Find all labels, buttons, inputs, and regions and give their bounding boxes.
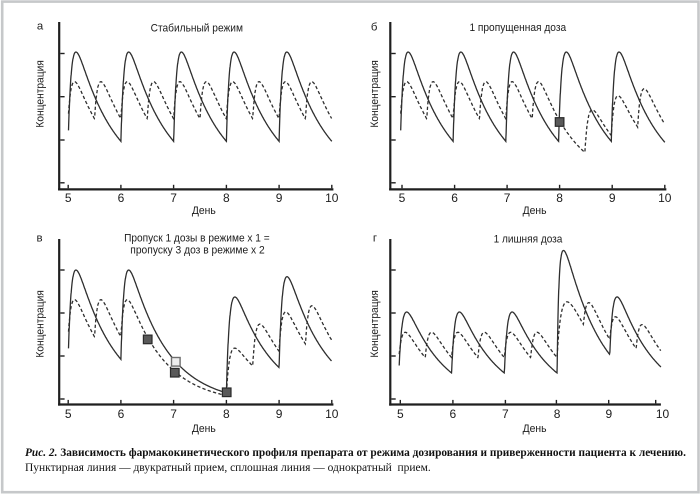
svg-text:5: 5: [397, 407, 404, 421]
svg-text:10: 10: [658, 191, 672, 205]
svg-text:6: 6: [451, 191, 458, 205]
svg-text:б: б: [371, 21, 378, 33]
svg-text:Пунктирная линия — двукратный: Пунктирная линия — двукратный прием, спл…: [25, 462, 431, 474]
svg-text:5: 5: [65, 407, 72, 421]
svg-text:Концентрация: Концентрация: [369, 60, 381, 127]
svg-text:5: 5: [65, 191, 72, 205]
svg-text:День: День: [523, 423, 547, 435]
svg-text:10: 10: [325, 407, 339, 421]
svg-text:пропуску 3 доз в режиме х 2: пропуску 3 доз в режиме х 2: [130, 245, 264, 257]
svg-text:а: а: [37, 20, 44, 32]
svg-text:г: г: [373, 232, 377, 244]
svg-text:1 пропущенная доза: 1 пропущенная доза: [469, 22, 566, 34]
svg-text:Концентрация: Концентрация: [369, 290, 381, 357]
svg-text:10: 10: [325, 191, 339, 205]
svg-text:8: 8: [223, 191, 230, 205]
svg-text:9: 9: [606, 407, 613, 421]
svg-text:в: в: [36, 232, 42, 244]
svg-text:День: День: [523, 205, 547, 217]
svg-text:Пропуск 1 дозы в режиме х 1 =: Пропуск 1 дозы в режиме х 1 =: [124, 232, 270, 244]
svg-text:7: 7: [170, 407, 177, 421]
svg-text:Стабильный режим: Стабильный режим: [151, 22, 243, 34]
svg-text:9: 9: [609, 191, 616, 205]
svg-text:Концентрация: Концентрация: [34, 60, 46, 127]
svg-text:День: День: [192, 205, 216, 217]
svg-text:7: 7: [504, 191, 511, 205]
svg-text:1 лишняя доза: 1 лишняя доза: [494, 234, 563, 246]
svg-text:7: 7: [502, 407, 509, 421]
svg-text:5: 5: [399, 191, 406, 205]
svg-text:8: 8: [223, 407, 230, 421]
svg-text:День: День: [192, 423, 216, 435]
svg-text:8: 8: [556, 191, 563, 205]
svg-text:Концентрация: Концентрация: [34, 290, 46, 357]
svg-text:Рис. 2. Зависимость фармакокин: Рис. 2. Зависимость фармакокинетического…: [25, 447, 686, 459]
svg-text:9: 9: [276, 407, 283, 421]
svg-text:10: 10: [656, 407, 670, 421]
svg-text:9: 9: [276, 191, 283, 205]
svg-text:6: 6: [118, 191, 125, 205]
svg-text:7: 7: [170, 191, 177, 205]
svg-text:6: 6: [450, 407, 457, 421]
svg-text:8: 8: [554, 407, 561, 421]
svg-text:6: 6: [118, 407, 125, 421]
